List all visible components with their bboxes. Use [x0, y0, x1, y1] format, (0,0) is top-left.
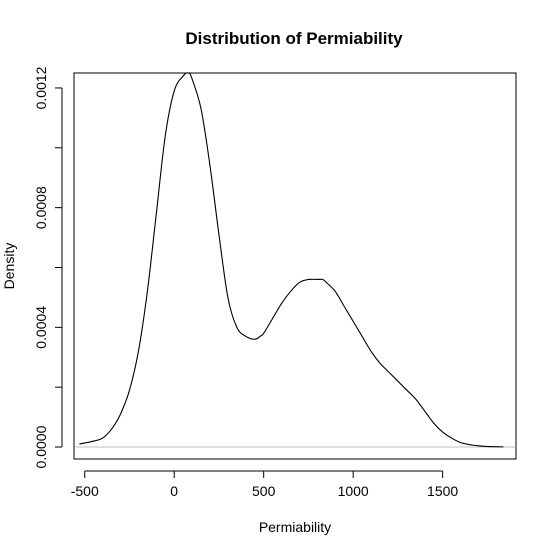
y-tick-label: 0.0000 [33, 425, 49, 468]
density-curve [79, 72, 504, 448]
x-tick-label: 500 [252, 483, 276, 499]
y-tick-label: 0.0004 [33, 306, 49, 349]
x-tick-label: 1000 [338, 483, 369, 499]
chart-title: Distribution of Permiability [185, 29, 403, 48]
x-axis: -500 0 500 1000 1500 [71, 470, 458, 499]
plot-frame [73, 72, 517, 460]
x-axis-label: Permiability [259, 519, 331, 535]
x-tick-label: -500 [71, 483, 99, 499]
y-axis-label: Density [1, 243, 17, 290]
y-axis: 0.0000 0.0004 0.0008 0.0012 [33, 66, 63, 468]
x-tick-label: 0 [170, 483, 178, 499]
y-tick-label: 0.0012 [33, 66, 49, 109]
x-tick-label: 1500 [427, 483, 458, 499]
y-tick-label: 0.0008 [33, 186, 49, 229]
series-layer [79, 72, 504, 448]
